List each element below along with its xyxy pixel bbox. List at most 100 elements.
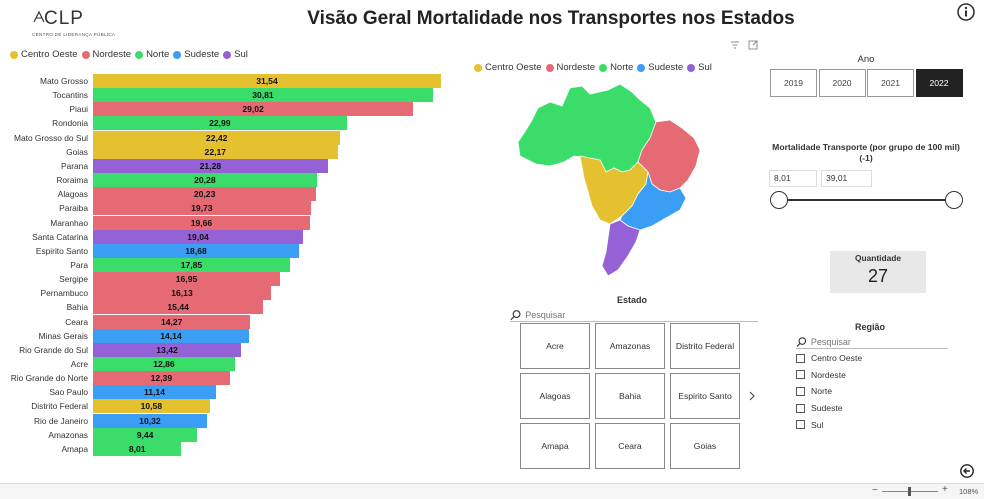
brazil-map (517, 83, 701, 277)
info-icon[interactable] (957, 3, 975, 21)
estado-tile[interactable]: Ceara (595, 423, 665, 469)
legend-item-norte[interactable]: Norte (135, 49, 169, 60)
zoom-in-button[interactable]: + (942, 484, 948, 495)
year-button-2020[interactable]: 2020 (818, 69, 866, 97)
regiao-option[interactable]: Centro Oeste (796, 353, 862, 363)
regiao-option[interactable]: Sul (796, 420, 823, 430)
bar[interactable]: 29,02 (93, 102, 414, 117)
estado-tile[interactable]: Goias (670, 423, 740, 469)
estado-tile[interactable]: Distrito Federal (670, 323, 740, 369)
bar[interactable]: 14,14 (93, 328, 249, 343)
bar[interactable]: 12,86 (93, 357, 235, 371)
legend-item-sul[interactable]: Sul (223, 49, 248, 60)
range-slider-min-thumb[interactable] (770, 191, 788, 209)
estado-tile[interactable]: Bahia (595, 373, 665, 419)
bar-value-label: 12,39 (150, 373, 173, 384)
legend-item-norte[interactable]: Norte (599, 62, 633, 73)
mortalidade-slicer-title: Mortalidade Transporte (por grupo de 100… (766, 142, 966, 164)
bar-value-label: 16,13 (171, 288, 193, 299)
regiao-option[interactable]: Nordeste (796, 370, 846, 380)
bar[interactable]: 18,68 (93, 243, 300, 258)
bar[interactable]: 30,81 (93, 88, 433, 103)
checkbox[interactable] (796, 386, 805, 396)
legend-item-centro-oeste[interactable]: Centro Oeste (474, 62, 542, 73)
regiao-option-label: Sul (811, 419, 824, 430)
range-min-input[interactable]: 8,01 (769, 170, 817, 187)
regiao-option[interactable]: Norte (796, 386, 832, 396)
bar-value-label: 19,04 (187, 231, 209, 242)
range-slider-track[interactable] (778, 199, 954, 201)
bar[interactable]: 15,44 (93, 300, 264, 315)
legend-item-sudeste[interactable]: Sudeste (173, 49, 219, 60)
year-button-2022[interactable]: 2022 (915, 69, 963, 97)
bar-row: Mato Grosso do Sul 22,42 (0, 130, 460, 145)
expand-icon[interactable] (748, 40, 758, 50)
filter-icon[interactable] (730, 40, 740, 50)
bar-chart-legend: Centro Oeste Nordeste Norte Sudeste Sul (10, 49, 252, 60)
legend-dot-icon (545, 63, 554, 72)
bar[interactable]: 16,95 (93, 272, 281, 287)
legend-item-sudeste[interactable]: Sudeste (637, 62, 683, 73)
bar-value-label: 29,02 (242, 104, 264, 115)
bar[interactable]: 10,32 (93, 413, 207, 428)
legend-item-nordeste[interactable]: Nordeste (545, 62, 595, 73)
year-button-2019[interactable]: 2019 (770, 69, 817, 97)
bar-value-label: 20,23 (193, 189, 216, 200)
legend-item-nordeste[interactable]: Nordeste (81, 49, 131, 60)
range-slider-max-thumb[interactable] (945, 191, 963, 209)
bar[interactable]: 19,04 (93, 229, 304, 244)
bar[interactable]: 9,44 (93, 427, 198, 442)
checkbox[interactable] (796, 353, 805, 363)
bar-category-label: Roraima (56, 175, 88, 186)
bar[interactable]: 21,28 (93, 158, 328, 173)
bar-category-label: Piaui (69, 104, 88, 115)
regiao-option[interactable]: Sudeste (796, 403, 843, 413)
bar[interactable]: 31,54 (93, 74, 441, 88)
checkbox[interactable] (796, 370, 805, 380)
bar[interactable]: 17,85 (93, 257, 290, 272)
map-region-sudeste[interactable] (619, 171, 687, 231)
bar[interactable]: 11,14 (93, 385, 216, 400)
bar[interactable]: 13,42 (93, 342, 242, 357)
estado-tile[interactable]: Espirito Santo (670, 373, 740, 419)
bar[interactable]: 16,13 (93, 286, 271, 301)
bar[interactable]: 19,66 (93, 215, 310, 230)
bar[interactable]: 20,23 (93, 187, 317, 202)
bar-value-label: 19,66 (190, 217, 213, 228)
bar[interactable]: 22,99 (93, 116, 347, 131)
checkbox[interactable] (796, 403, 805, 413)
bar[interactable]: 10,58 (93, 399, 210, 414)
map-region-sul[interactable] (601, 219, 641, 277)
bar[interactable]: 8,01 (93, 441, 182, 456)
bar[interactable]: 12,39 (93, 371, 230, 386)
bar-row: Sao Paulo 11,14 (0, 385, 460, 400)
bar-category-label: Mato Grosso (40, 76, 88, 86)
bar-category-label: Paraiba (59, 203, 88, 214)
back-arrow-icon[interactable] (960, 464, 974, 478)
bar[interactable]: 14,27 (93, 314, 251, 329)
range-max-input[interactable]: 39,01 (821, 170, 872, 187)
legend-dot-icon (10, 50, 18, 59)
estado-search-input[interactable] (525, 309, 758, 320)
bar[interactable]: 22,42 (93, 130, 341, 145)
bar-category-label: Espirito Santo (35, 245, 88, 256)
estado-tile[interactable]: Amapa (520, 423, 590, 469)
regiao-search-input[interactable] (810, 336, 948, 347)
zoom-out-button[interactable]: − (872, 485, 878, 496)
estado-tile[interactable]: Amazonas (595, 323, 665, 369)
zoom-slider-thumb[interactable] (908, 487, 911, 496)
estado-tile[interactable]: Acre (520, 323, 590, 369)
bar[interactable]: 22,17 (93, 144, 338, 159)
bar-category-label: Mato Grosso do Sul (13, 132, 88, 143)
chevron-right-icon[interactable] (746, 390, 758, 402)
bar[interactable]: 19,73 (93, 201, 311, 216)
legend-label: Centro Oeste (485, 62, 542, 73)
regiao-option-label: Norte (811, 386, 833, 397)
bar-value-label: 15,44 (167, 302, 189, 313)
bar[interactable]: 20,28 (93, 173, 317, 188)
estado-tile[interactable]: Alagoas (520, 373, 590, 419)
legend-item-centro-oeste[interactable]: Centro Oeste (10, 49, 78, 60)
year-button-2021[interactable]: 2021 (867, 69, 914, 97)
legend-item-sul[interactable]: Sul (687, 62, 712, 73)
checkbox[interactable] (796, 420, 805, 430)
